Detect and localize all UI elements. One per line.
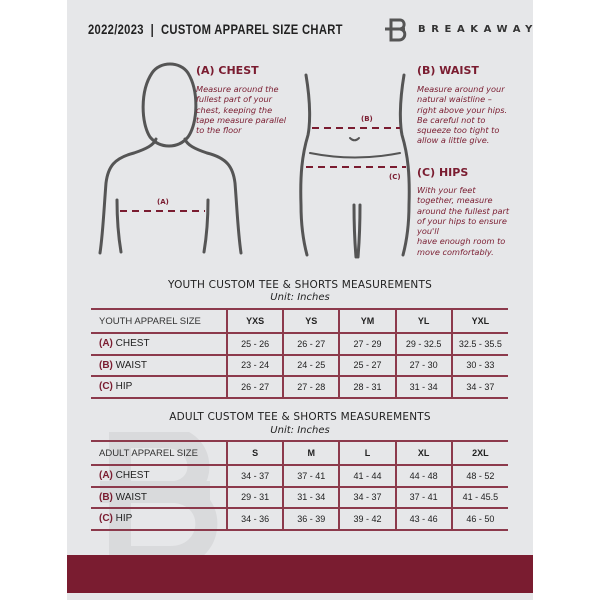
table-row: (B) WAIST 29 - 31 31 - 34 34 - 37 37 - 41 41 …: [91, 485, 508, 509]
table-header-row: YOUTH APPAREL SIZE YXS YS YM YL YXL: [91, 308, 508, 334]
size-header: XL: [394, 440, 452, 466]
measurement-label: (C) HIP: [91, 507, 227, 531]
table-cell: 37 - 41: [282, 464, 340, 488]
measurement-label: (C) HIP: [91, 375, 227, 399]
youth-table-title: YOUTH CUSTOM TEE & SHORTS MEASUREMENTS: [168, 279, 432, 291]
size-header: YM: [338, 308, 396, 334]
table-cell: 27 - 28: [282, 375, 340, 399]
hips-heading: (C) HIPS: [417, 166, 469, 179]
adult-size-table: ADULT APPAREL SIZE S M L XL 2XL (A) CHEST 34 …: [91, 440, 508, 531]
measurement-label: (B) WAIST: [91, 353, 227, 377]
size-header: YL: [394, 308, 452, 334]
youth-unit: Unit: Inches: [270, 292, 330, 303]
table-cell: 31 - 34: [282, 485, 340, 509]
chest-description: Measure around the fullest part of your ch…: [196, 84, 287, 136]
table-row: (B) WAIST 23 - 24 24 - 25 25 - 27 27 - 30 30 …: [91, 353, 508, 377]
footer-bar: [67, 555, 533, 593]
table-cell: 46 - 50: [450, 507, 508, 531]
table-cell: 36 - 39: [282, 507, 340, 531]
table-cell: 31 - 34: [394, 375, 452, 399]
measurement-label: (A) CHEST: [91, 464, 227, 488]
table-cell: 41 - 44: [338, 464, 396, 488]
table-cell: 30 - 33: [450, 353, 508, 377]
table-cell: 28 - 31: [338, 375, 396, 399]
table-cell: 32.5 - 35.5: [450, 332, 508, 356]
measurement-label: (A) CHEST: [91, 332, 227, 356]
table-row: (A) CHEST 25 - 26 26 - 27 27 - 29 29 - 32.5 3…: [91, 332, 508, 356]
table-cell: 48 - 52: [450, 464, 508, 488]
table-header-row: ADULT APPAREL SIZE S M L XL 2XL: [91, 440, 508, 466]
table-cell: 43 - 46: [394, 507, 452, 531]
breakaway-logo-icon: [385, 18, 407, 42]
table-cell: 26 - 27: [282, 332, 340, 356]
measurement-label: (B) WAIST: [91, 485, 227, 509]
table-row: (C) HIP 34 - 36 36 - 39 39 - 42 43 - 46 46 - …: [91, 507, 508, 531]
table-cell: 23 - 24: [225, 353, 284, 377]
waist-description: Measure around your natural waistline – ri…: [417, 84, 508, 146]
table-cell: 34 - 37: [450, 375, 508, 399]
table-row: (A) CHEST 34 - 37 37 - 41 41 - 44 44 - 48 48 …: [91, 464, 508, 488]
adult-unit: Unit: Inches: [270, 425, 330, 436]
chest-heading: (A) CHEST: [196, 64, 259, 77]
header-label: ADULT APPAREL SIZE: [91, 440, 227, 466]
body-silhouettes: [98, 62, 411, 259]
table-cell: 34 - 36: [225, 507, 284, 531]
size-header: L: [338, 440, 396, 466]
page-title: 2022/2023 | CUSTOM APPAREL SIZE CHART: [88, 21, 343, 37]
size-header: S: [225, 440, 284, 466]
size-header: YS: [282, 308, 340, 334]
table-cell: 29 - 32.5: [394, 332, 452, 356]
table-cell: 41 - 45.5: [450, 485, 508, 509]
table-cell: 25 - 26: [225, 332, 284, 356]
table-cell: 27 - 30: [394, 353, 452, 377]
torso-silhouette: [98, 62, 243, 255]
waist-marker: (B): [361, 115, 373, 123]
table-cell: 34 - 37: [338, 485, 396, 509]
brand-name: BREAKAWAY: [418, 24, 538, 35]
hips-description: With your feet together, measure around th…: [417, 185, 510, 257]
size-header: 2XL: [450, 440, 508, 466]
table-cell: 44 - 48: [394, 464, 452, 488]
size-header: YXS: [225, 308, 284, 334]
adult-table-title: ADULT CUSTOM TEE & SHORTS MEASUREMENTS: [169, 411, 431, 423]
table-cell: 24 - 25: [282, 353, 340, 377]
youth-size-table: YOUTH APPAREL SIZE YXS YS YM YL YXL (A) CHES…: [91, 308, 508, 399]
table-cell: 26 - 27: [225, 375, 284, 399]
size-header: M: [282, 440, 340, 466]
table-cell: 25 - 27: [338, 353, 396, 377]
table-cell: 29 - 31: [225, 485, 284, 509]
table-cell: 37 - 41: [394, 485, 452, 509]
header-label: YOUTH APPAREL SIZE: [91, 308, 227, 334]
hips-marker: (C): [389, 173, 401, 181]
chest-marker: (A): [157, 198, 169, 206]
table-cell: 27 - 29: [338, 332, 396, 356]
waist-silhouette: [299, 73, 411, 259]
table-row: (C) HIP 26 - 27 27 - 28 28 - 31 31 - 34 34 - …: [91, 375, 508, 399]
table-cell: 39 - 42: [338, 507, 396, 531]
table-cell: 34 - 37: [225, 464, 284, 488]
size-header: YXL: [450, 308, 508, 334]
waist-heading: (B) WAIST: [417, 64, 479, 77]
